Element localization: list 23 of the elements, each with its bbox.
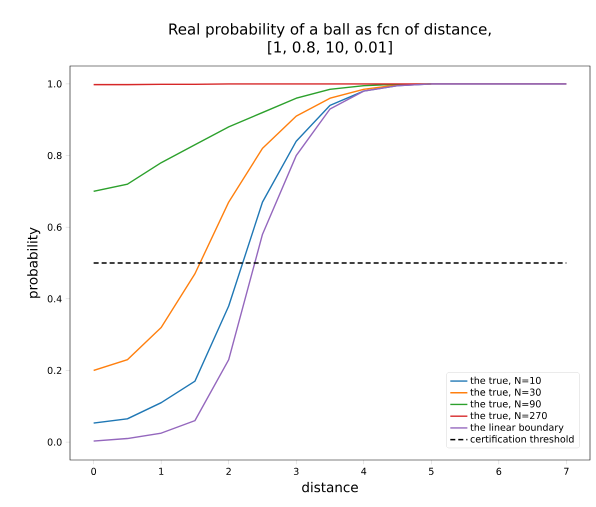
x-tick-label: 7: [564, 468, 569, 475]
legend-label: the true, N=90: [470, 400, 541, 408]
chart-title: Real probability of a ball as fcn of distance, [1, 0.8, 10, 0.01]: [169, 23, 491, 54]
x-tick-label: 5: [429, 468, 434, 475]
x-tick-label: 6: [496, 468, 502, 475]
x-tick-label: 3: [294, 468, 298, 475]
x-tick-label: 2: [226, 468, 231, 475]
y-tick-label: 0.8: [48, 152, 62, 160]
legend-label: the true, N=270: [470, 412, 547, 420]
legend-label: certification threshold: [470, 435, 574, 443]
legend-label: the true, N=10: [470, 376, 541, 385]
y-axis-title: probability: [27, 227, 40, 298]
legend-label: the true, N=30: [470, 388, 541, 397]
y-tick-label: 0.4: [48, 295, 62, 302]
x-tick-label: 1: [159, 468, 164, 475]
y-tick-label: 0.6: [48, 224, 62, 231]
y-tick-label: 1.0: [48, 80, 62, 88]
legend-label: the linear boundary: [470, 424, 564, 433]
x-tick-label: 0: [91, 468, 96, 475]
y-tick-label: 0.2: [48, 366, 62, 374]
y-tick-label: 0.0: [48, 438, 62, 446]
x-tick-label: 4: [361, 468, 366, 475]
x-axis-title: distance: [302, 482, 358, 492]
